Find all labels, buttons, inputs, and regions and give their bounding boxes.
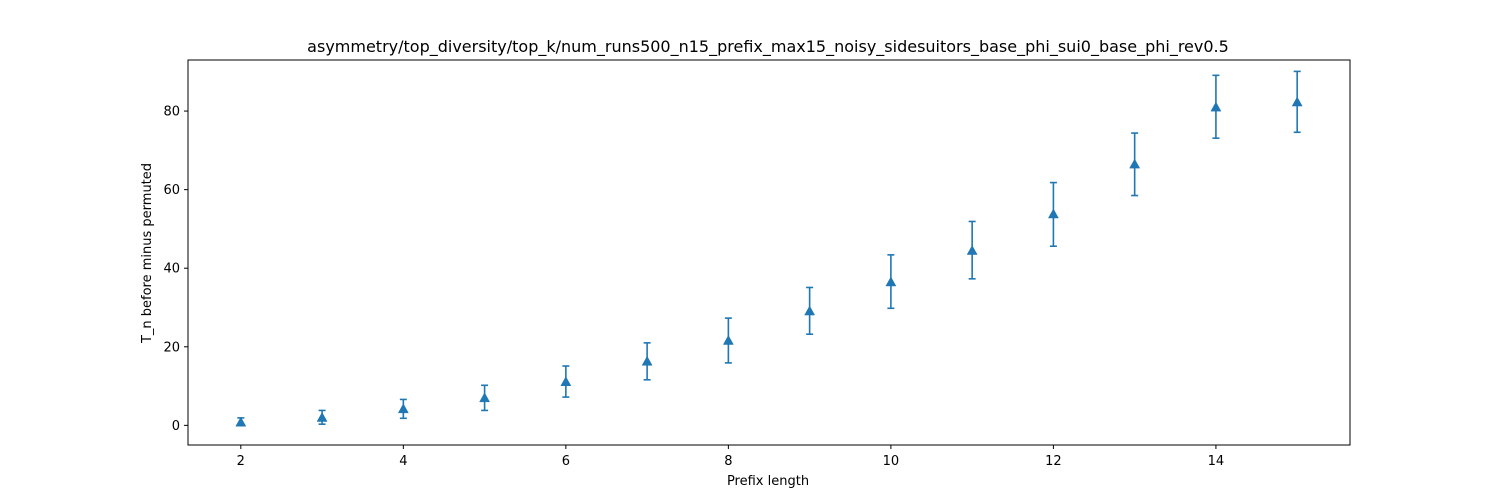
data-point xyxy=(1210,101,1222,112)
x-axis-label: Prefix length xyxy=(727,474,809,489)
data-point xyxy=(479,392,491,403)
y-tick-label: 0 xyxy=(172,419,180,434)
x-tick-label: 12 xyxy=(1045,454,1062,469)
y-tick-label: 40 xyxy=(163,262,180,277)
y-tick-label: 60 xyxy=(163,183,180,198)
data-point xyxy=(722,334,734,345)
x-tick-label: 14 xyxy=(1208,454,1225,469)
plot-area: 2 4 6 8 10 12 14 0 20 40 60 80 xyxy=(163,59,1351,469)
x-tick-label: 4 xyxy=(399,454,407,469)
data-point xyxy=(966,245,978,255)
x-tick-label: 6 xyxy=(562,454,570,469)
chart-title: asymmetry/top_diversity/top_k/num_runs50… xyxy=(307,37,1229,57)
data-point xyxy=(235,416,247,427)
data-point xyxy=(1047,208,1059,219)
axes-frame xyxy=(187,59,1351,446)
y-tick-label: 80 xyxy=(163,105,180,120)
data-point xyxy=(1291,96,1303,107)
y-tick-label: 20 xyxy=(163,340,180,355)
data-point xyxy=(560,376,572,386)
data-point xyxy=(397,403,409,414)
x-tick-label: 8 xyxy=(724,454,732,469)
data-point xyxy=(885,276,897,287)
y-axis-label: T_n before minus permuted xyxy=(140,163,155,344)
data-point xyxy=(641,355,653,366)
x-tick-label: 2 xyxy=(237,454,245,469)
x-tick-label: 10 xyxy=(883,454,900,469)
data-point xyxy=(316,411,328,422)
data-point xyxy=(1129,158,1141,169)
data-point xyxy=(804,305,816,316)
